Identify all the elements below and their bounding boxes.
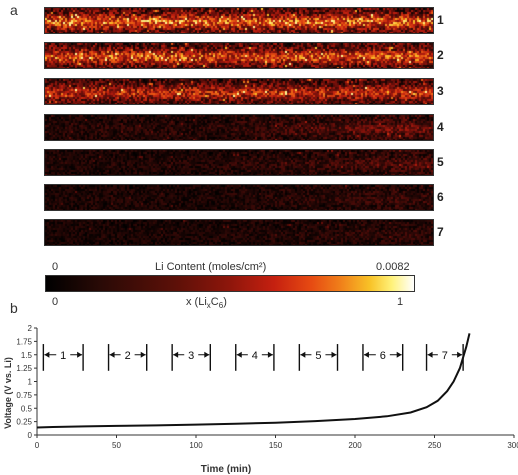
y-tick-label: 0.75 — [16, 391, 32, 400]
y-tick-label: 1 — [28, 378, 33, 387]
strip-number-4: 4 — [437, 120, 444, 134]
interval-4-arrowhead-left — [236, 351, 242, 358]
strip-number-7: 7 — [437, 225, 444, 239]
strip-1-image — [45, 8, 433, 33]
interval-6-arrowhead-right — [396, 351, 402, 358]
interval-5-arrowhead-right — [331, 351, 337, 358]
y-axis-label: Voltage (V vs. Li) — [3, 357, 13, 429]
y-tick-label: 1.75 — [16, 337, 32, 346]
colorbar-top-min: 0 — [52, 261, 59, 273]
strip-1 — [44, 7, 434, 34]
strip-6 — [44, 184, 434, 211]
interval-5-arrowhead-left — [300, 351, 306, 358]
interval-label-2: 2 — [125, 350, 131, 362]
interval-label-1: 1 — [60, 350, 66, 362]
interval-2-arrowhead-right — [140, 351, 146, 358]
strip-number-6: 6 — [437, 190, 444, 204]
interval-label-7: 7 — [442, 350, 448, 362]
strip-number-3: 3 — [437, 84, 444, 98]
colorbar-bottom-label-prefix: x (Li — [186, 296, 207, 308]
x-axis-label: Time (min) — [201, 464, 251, 475]
interval-6-arrowhead-left — [363, 351, 369, 358]
y-tick-label: 1.25 — [16, 364, 32, 373]
strip-number-5: 5 — [437, 155, 444, 169]
interval-3-arrowhead-left — [173, 351, 179, 358]
chart-axes: 0 50 100 150 200 250 300 0 0.25 0.5 0.75 1 1.25 1.5 1.… — [16, 324, 518, 450]
interval-7-arrowhead-left — [427, 351, 433, 358]
y-tick-label: 2 — [28, 324, 33, 333]
strip-5-image — [45, 150, 433, 175]
strip-number-1: 1 — [437, 13, 444, 27]
colorbar — [45, 275, 415, 292]
x-tick-label: 200 — [348, 441, 362, 450]
x-tick-label: 150 — [269, 441, 283, 450]
y-tick-label: 1.5 — [21, 351, 33, 360]
strip-4 — [44, 114, 434, 141]
strip-3 — [44, 78, 434, 105]
interval-4-arrowhead-right — [267, 351, 273, 358]
y-tick-label: 0.25 — [16, 418, 32, 427]
colorbar-bottom-label: x (LixC6) — [186, 296, 227, 310]
colorbar-top-max: 0.0082 — [376, 261, 410, 273]
panel-b-label: b — [10, 300, 18, 316]
colorbar-bottom-label-sub-6: 6 — [218, 301, 224, 311]
x-tick-label: 100 — [189, 441, 203, 450]
strip-3-image — [45, 79, 433, 104]
x-tick-label: 300 — [507, 441, 518, 450]
interval-1-arrowhead-right — [77, 351, 83, 358]
interval-1-arrowhead-left — [44, 351, 50, 358]
chart-intervals: 1 2 3 4 5 6 7 — [42, 344, 464, 371]
voltage-chart: 0 50 100 150 200 250 300 0 0.25 0.5 0.75 1 1.25 1.5 1.… — [3, 324, 518, 475]
x-tick-label: 50 — [112, 441, 121, 450]
colorbar-top-title: Li Content (moles/cm²) — [155, 261, 267, 273]
y-tick-label: 0.5 — [21, 404, 33, 413]
voltage-curve — [36, 333, 471, 429]
strip-6-image — [45, 185, 433, 210]
strip-2 — [44, 42, 434, 69]
colorbar-bottom-label-sub-x: x — [206, 301, 211, 311]
interval-2-arrowhead-left — [109, 351, 115, 358]
strip-4-image — [45, 115, 433, 140]
colorbar-bottom-min: 0 — [52, 296, 59, 308]
interval-label-5: 5 — [315, 350, 321, 362]
y-tick-label: 0 — [28, 431, 33, 440]
x-tick-label: 0 — [35, 441, 40, 450]
interval-7-arrowhead-right — [457, 351, 463, 358]
colorbar-bottom-label-c: C — [210, 296, 219, 308]
strip-number-2: 2 — [437, 48, 444, 62]
strip-7-image — [45, 220, 433, 245]
x-tick-label: 250 — [428, 441, 442, 450]
interval-label-6: 6 — [380, 350, 386, 362]
strip-5 — [44, 149, 434, 176]
colorbar-bottom-max: 1 — [397, 296, 404, 308]
panel-a-label: a — [10, 2, 18, 18]
interval-3-arrowhead-right — [204, 351, 210, 358]
strip-2-image — [45, 43, 433, 68]
interval-label-4: 4 — [252, 350, 258, 362]
colorbar-bottom-label-suffix: ) — [223, 296, 227, 308]
interval-label-3: 3 — [188, 350, 194, 362]
strip-7 — [44, 219, 434, 246]
